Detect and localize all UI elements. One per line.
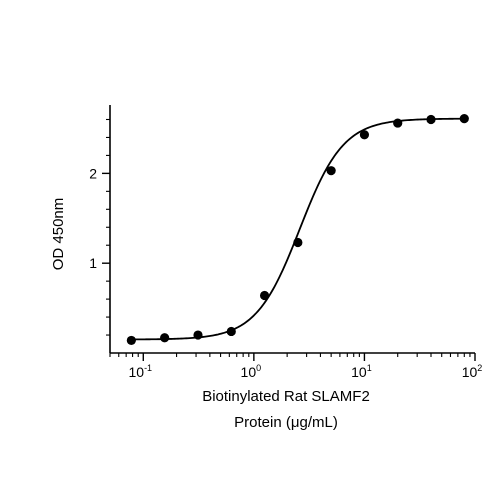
x-tick-label: 10-1 — [128, 363, 152, 380]
x-tick-exponent: 0 — [256, 363, 261, 373]
data-point — [326, 166, 336, 176]
data-point — [393, 118, 403, 128]
data-point — [259, 290, 270, 301]
data-point — [126, 335, 136, 346]
x-tick-label: 100 — [241, 363, 262, 380]
fit-curve-line — [131, 117, 465, 341]
data-point — [193, 330, 203, 340]
data-point — [160, 333, 170, 343]
x-tick-exponent: -1 — [144, 363, 152, 373]
data-point — [359, 130, 370, 140]
x-tick-label: 102 — [462, 363, 483, 380]
x-axis-title-line: Protein (μg/mL) — [234, 414, 338, 431]
x-tick-base: 10 — [128, 364, 144, 380]
x-axis-title-line: Biotinylated Rat SLAMF2 — [202, 388, 370, 405]
data-point — [459, 113, 469, 124]
x-tick-base: 10 — [241, 364, 257, 380]
y-tick-label: 1 — [89, 255, 97, 271]
x-tick-base: 10 — [462, 364, 478, 380]
y-tick-label: 2 — [89, 165, 97, 181]
x-tick-label: 101 — [351, 363, 372, 380]
x-tick-exponent: 1 — [367, 363, 372, 373]
data-point — [426, 114, 436, 125]
y-axis-title: OD 450nm — [50, 198, 67, 271]
x-tick-exponent: 2 — [477, 363, 482, 373]
x-tick-base: 10 — [351, 364, 367, 380]
data-point — [226, 326, 236, 337]
data-point — [293, 237, 303, 248]
